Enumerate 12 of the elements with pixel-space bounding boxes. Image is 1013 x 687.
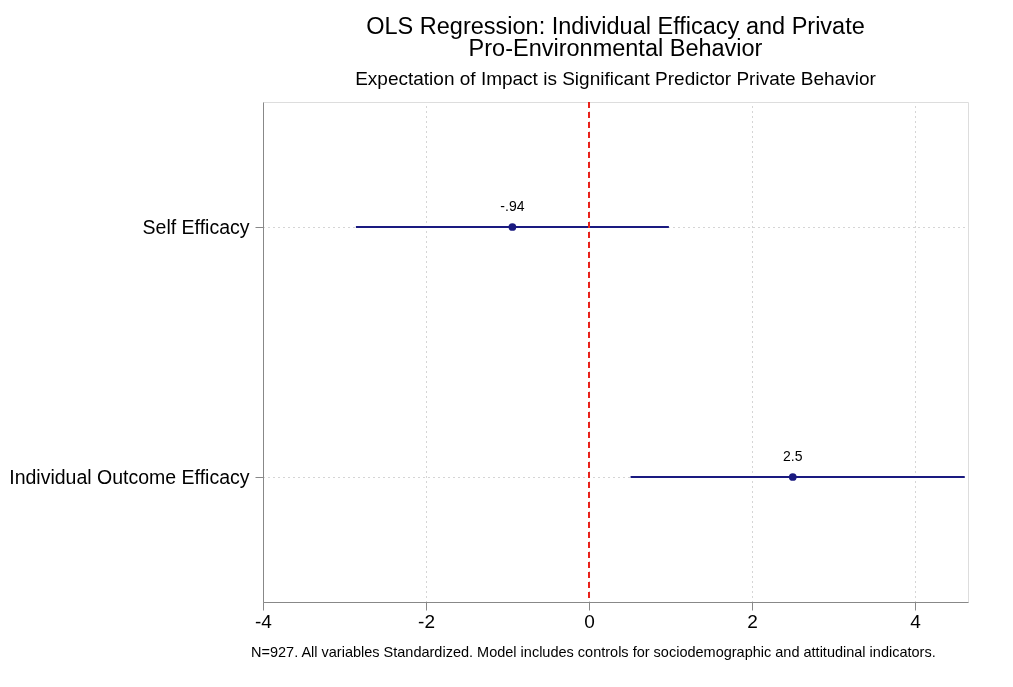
chart-subtitle: Expectation of Impact is Significant Predictor Private Behavior	[355, 68, 877, 89]
x-tick-label: -4	[255, 610, 273, 632]
chart-title: OLS Regression: Individual Efficacy and Private Pro-Environmental Behavior	[366, 12, 865, 61]
data-label: -.94	[500, 198, 525, 214]
data-label: 2.5	[783, 448, 803, 464]
y-tick-label: Individual Outcome Efficacy	[9, 465, 250, 488]
x-tick-label: 4	[910, 610, 922, 632]
text: N=927. All variables Standardized. Model includes controls for sociodemographic and attitudinal indicators.	[251, 644, 936, 660]
y-tick-label: Self Efficacy	[142, 215, 250, 238]
x-tick-label: 2	[747, 610, 758, 632]
x-tick-label: 0	[584, 610, 595, 632]
x-tick-label: -2	[418, 610, 435, 632]
